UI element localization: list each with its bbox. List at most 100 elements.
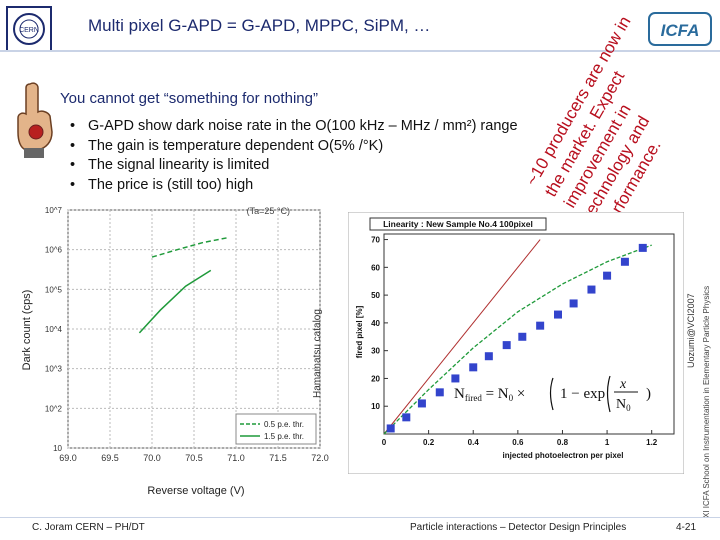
- y-tick-label: 10: [371, 402, 380, 411]
- data-point: [417, 399, 426, 408]
- credit-right-container: Uozumi@VCI2007: [686, 280, 698, 370]
- formula: Nfired = N0 × 1 − exp x N0 ): [454, 375, 651, 413]
- raised-finger-icon: [17, 82, 53, 158]
- linear-reference-line: [383, 239, 541, 435]
- chart2-plot-area: [383, 233, 675, 435]
- x-tick-label: 1: [605, 438, 610, 447]
- school-label-container: XI ICFA School on Instrumentation in Ele…: [702, 200, 716, 520]
- legend-item: 1.5 p.e. thr.: [264, 432, 304, 441]
- x-tick-label: 71.5: [269, 453, 287, 463]
- chart1-x-ticks: 69.0 69.5 70.0 70.5 71.0 71.5 72.0: [59, 453, 329, 463]
- x-tick-label: 0: [382, 438, 387, 447]
- cern-logo: CERN: [6, 6, 52, 52]
- list-item: • The gain is temperature dependent O(5% …: [70, 138, 518, 158]
- data-point: [554, 310, 562, 319]
- data-point: [587, 285, 596, 294]
- fit-curve: [383, 244, 652, 435]
- linearity-chart: Linearity : New Sample No.4 100pixel 0 0.…: [348, 212, 684, 474]
- chart1-y-label: Dark count (cps): [21, 290, 33, 371]
- x-tick-label: 70.0: [143, 453, 161, 463]
- x-tick-label: 70.5: [185, 453, 203, 463]
- y-tick-label: 10^2: [45, 404, 63, 413]
- x-tick-label: 71.0: [227, 453, 245, 463]
- data-point: [435, 388, 444, 397]
- y-tick-label: 30: [371, 347, 380, 356]
- y-tick-label: 10^3: [45, 365, 63, 374]
- formula-paren: [606, 375, 611, 413]
- x-tick-label: 1.2: [646, 438, 658, 447]
- data-point: [402, 413, 411, 422]
- y-tick-label: 50: [371, 291, 380, 300]
- y-tick-label: 10^7: [45, 206, 63, 215]
- credit-right: Uozumi@VCI2007: [686, 293, 696, 368]
- y-tick-label: 10^6: [45, 246, 63, 255]
- footer-author: C. Joram CERN – PH/DT: [32, 522, 145, 533]
- chart1-x-label: Reverse voltage (V): [147, 485, 244, 497]
- x-tick-label: 0.2: [423, 438, 435, 447]
- series-line: [138, 269, 212, 334]
- chart1-legend: 0.5 p.e. thr. 1.5 p.e. thr.: [235, 413, 317, 445]
- bullet-dot: •: [70, 157, 76, 173]
- data-point: [451, 374, 460, 383]
- slide-title: Multi pixel G-APD = G-APD, MPPC, SiPM, …: [88, 16, 431, 35]
- series-line: [151, 236, 228, 258]
- bullet-dot: •: [70, 137, 76, 154]
- x-tick-label: 72.0: [311, 453, 329, 463]
- headline: You cannot get “something for nothing”: [60, 90, 318, 107]
- credit-left-container: Hamamatsu catalog: [312, 309, 326, 400]
- x-tick-label: 69.0: [59, 453, 77, 463]
- rotated-annotation: ~10 producers are now in the market. Exp…: [522, 13, 665, 227]
- y-tick-label: 10^4: [45, 325, 63, 334]
- credit-left: Hamamatsu catalog: [312, 309, 323, 398]
- chart1-annotation: (Ta=25 °C): [247, 206, 290, 216]
- list-item: • G-APD show dark noise rate in the O(100…: [70, 118, 518, 138]
- cern-logo-text: CERN: [19, 27, 39, 34]
- chart1-series: [138, 236, 228, 334]
- y-tick-label: 10: [53, 444, 62, 453]
- bullet-text: The gain is temperature dependent O(5% /…: [88, 137, 384, 154]
- data-point: [638, 243, 647, 252]
- data-point: [536, 321, 545, 330]
- chart2-series: [383, 239, 652, 435]
- formula-paren: [549, 377, 554, 411]
- data-point: [469, 363, 478, 372]
- list-item: • The signal linearity is limited: [70, 157, 518, 177]
- data-point: [603, 271, 612, 280]
- icfa-logo: ICFA: [648, 12, 712, 46]
- chart2-title: Linearity : New Sample No.4 100pixel: [383, 219, 533, 229]
- chart2-title-box: [369, 217, 547, 231]
- x-tick-label: 0.8: [557, 438, 569, 447]
- formula-rhs: 1 − exp: [560, 386, 605, 402]
- bullet-list: • G-APD show dark noise rate in the O(100…: [70, 118, 518, 196]
- legend-item: 0.5 p.e. thr.: [264, 420, 304, 429]
- chart1-grid: [67, 209, 321, 449]
- data-point: [386, 424, 395, 433]
- chart2-y-label: fired pixel [%]: [355, 305, 364, 358]
- formula-lhs: Nfired = N0 ×: [454, 386, 525, 403]
- icfa-logo-text: ICFA: [661, 21, 700, 40]
- y-tick-label: 40: [371, 319, 380, 328]
- x-tick-label: 0.4: [468, 438, 480, 447]
- data-point: [569, 299, 578, 308]
- list-item: • The price is (still too) high: [70, 177, 518, 197]
- y-tick-label: 10^5: [45, 285, 63, 294]
- title-divider: [0, 50, 720, 52]
- school-label: XI ICFA School on Instrumentation in Ele…: [702, 285, 711, 518]
- data-point: [620, 257, 629, 266]
- y-tick-label: 20: [371, 374, 380, 383]
- bullet-dot: •: [70, 176, 76, 193]
- y-tick-label: 60: [371, 263, 380, 272]
- bullet-dot: •: [70, 118, 76, 134]
- y-tick-label: 70: [371, 236, 380, 245]
- bullet-text: The signal linearity is limited: [88, 157, 270, 173]
- bullet-text: The price is (still too) high: [88, 176, 254, 193]
- footer-page-number: 4-21: [676, 522, 697, 533]
- bullet-text: G-APD show dark noise rate in the O(100 …: [88, 118, 518, 134]
- data-point: [518, 332, 527, 341]
- x-tick-label: 69.5: [101, 453, 119, 463]
- formula-num: x: [619, 377, 627, 392]
- chart2-x-label: injected photoelectron per pixel: [503, 451, 624, 460]
- chart2-y-ticks: 10 20 30 40 50 60 70: [371, 236, 388, 411]
- data-point: [502, 341, 511, 350]
- footer-divider: [0, 517, 720, 518]
